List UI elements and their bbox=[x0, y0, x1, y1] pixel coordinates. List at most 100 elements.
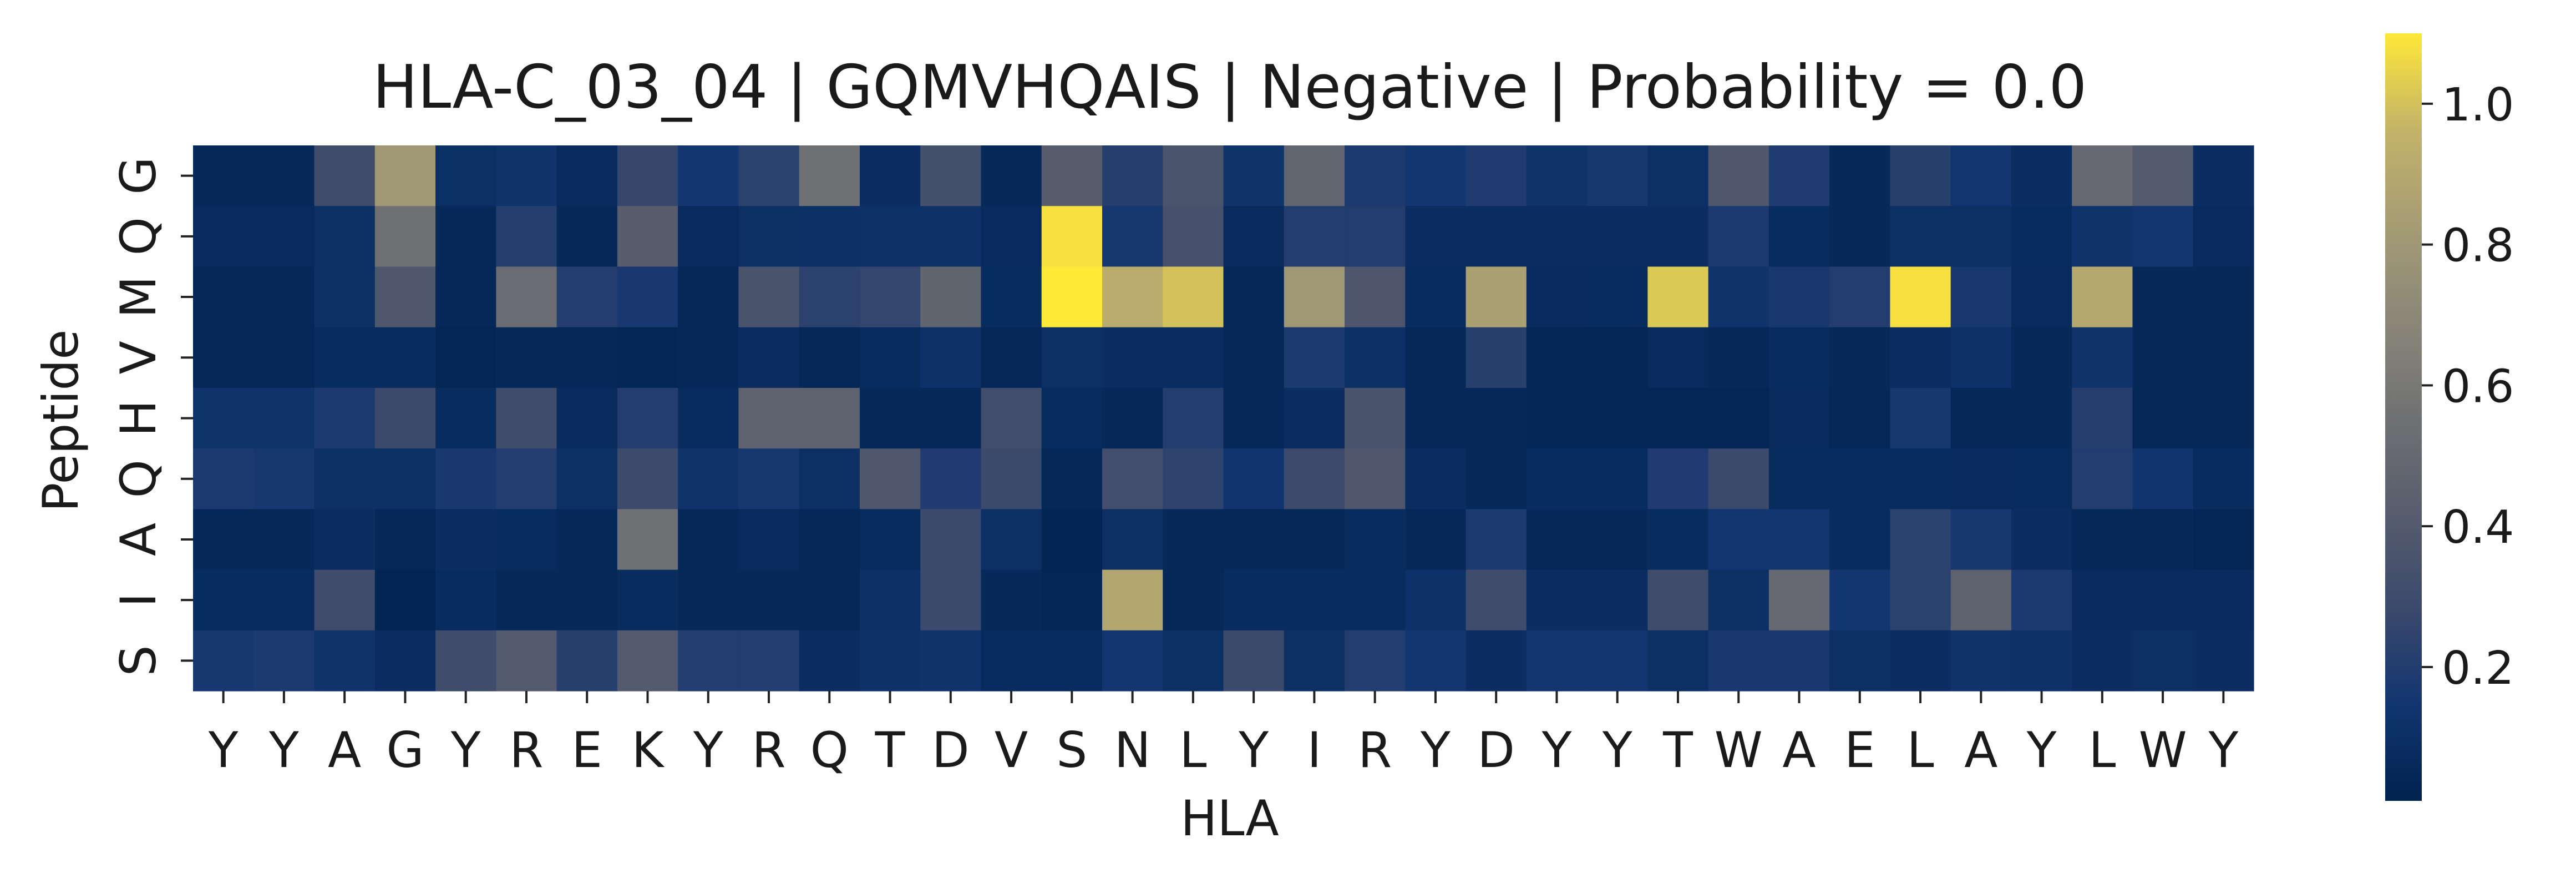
heatmap-cell bbox=[1526, 630, 1588, 692]
heatmap-cell bbox=[1345, 569, 1406, 631]
heatmap-cell bbox=[799, 206, 860, 268]
heatmap-cell bbox=[193, 145, 254, 206]
heatmap-cell bbox=[859, 630, 921, 692]
heatmap-cell bbox=[253, 387, 315, 449]
heatmap-cell bbox=[738, 509, 800, 571]
heatmap-cell bbox=[435, 206, 496, 268]
heatmap-cell bbox=[2011, 630, 2072, 692]
heatmap-cell bbox=[1466, 387, 1527, 449]
x-tick-label: Y bbox=[1602, 721, 1632, 779]
heatmap-cell bbox=[1829, 387, 1891, 449]
heatmap-cell bbox=[617, 206, 678, 268]
heatmap-cell bbox=[1345, 327, 1406, 388]
heatmap-cell bbox=[496, 206, 557, 268]
heatmap-cell bbox=[253, 266, 315, 328]
heatmap-cell bbox=[2132, 327, 2194, 388]
heatmap-cell bbox=[435, 630, 496, 692]
heatmap-cell bbox=[1768, 387, 1830, 449]
heatmap-cell bbox=[2011, 509, 2072, 571]
heatmap-cell bbox=[617, 387, 678, 449]
y-tick-label: V bbox=[110, 341, 167, 374]
colorbar-gradient bbox=[2385, 33, 2422, 801]
chart-title: HLA-C_03_04 | GQMVHQAIS | Negative | Pro… bbox=[373, 53, 2087, 122]
heatmap-cell bbox=[1526, 569, 1588, 631]
heatmap-cell bbox=[2132, 387, 2194, 449]
heatmap-cell bbox=[435, 569, 496, 631]
heatmap-cell bbox=[1163, 145, 1224, 206]
heatmap-cell bbox=[799, 145, 860, 206]
heatmap-cell bbox=[981, 509, 1042, 571]
heatmap-cell bbox=[496, 327, 557, 388]
heatmap-cell bbox=[2072, 569, 2133, 631]
y-axis-label: Peptide bbox=[32, 330, 89, 512]
y-axis: GQMVHQAIS bbox=[110, 157, 193, 676]
y-tick-label: M bbox=[110, 276, 167, 318]
heatmap-cell bbox=[1163, 630, 1224, 692]
x-tick-label: V bbox=[995, 721, 1028, 779]
heatmap-cell bbox=[799, 266, 860, 328]
heatmap-cell bbox=[253, 509, 315, 571]
heatmap-cell bbox=[1587, 448, 1648, 509]
heatmap-cell bbox=[799, 327, 860, 388]
heatmap-cell bbox=[2132, 266, 2194, 328]
heatmap-cell bbox=[1041, 387, 1103, 449]
heatmap-cell bbox=[1223, 145, 1285, 206]
heatmap-cell bbox=[1223, 327, 1285, 388]
heatmap-cell bbox=[1163, 569, 1224, 631]
heatmap-cell bbox=[2011, 448, 2072, 509]
heatmap-cell bbox=[1102, 387, 1163, 449]
heatmap-cell bbox=[435, 145, 496, 206]
heatmap-cell bbox=[1708, 569, 1769, 631]
heatmap-cell bbox=[374, 206, 436, 268]
heatmap-cell bbox=[1647, 509, 1709, 571]
heatmap-cell bbox=[2072, 145, 2133, 206]
heatmap-cell bbox=[1223, 509, 1285, 571]
heatmap-cell bbox=[2193, 145, 2254, 206]
heatmap-cell bbox=[738, 327, 800, 388]
heatmap-cell bbox=[1405, 327, 1467, 388]
heatmap-cell bbox=[1587, 145, 1648, 206]
x-tick-label: W bbox=[2139, 721, 2187, 779]
heatmap-cell bbox=[1223, 630, 1285, 692]
heatmap-cell bbox=[1466, 206, 1527, 268]
heatmap-cell bbox=[2011, 266, 2072, 328]
heatmap-cell bbox=[2132, 448, 2194, 509]
heatmap-cell bbox=[2072, 387, 2133, 449]
heatmap-cell bbox=[1647, 266, 1709, 328]
heatmap-cell bbox=[1466, 569, 1527, 631]
heatmap-cell bbox=[920, 509, 982, 571]
heatmap-cell bbox=[678, 509, 739, 571]
heatmap-cell bbox=[1829, 206, 1891, 268]
heatmap-cell bbox=[314, 145, 376, 206]
heatmap-cell bbox=[799, 569, 860, 631]
heatmap-cell bbox=[1708, 145, 1769, 206]
heatmap-cell bbox=[678, 327, 739, 388]
heatmap-cell bbox=[1708, 630, 1769, 692]
heatmap-cell bbox=[1587, 266, 1648, 328]
heatmap-cell bbox=[1950, 509, 2012, 571]
x-tick-label: Y bbox=[1420, 721, 1451, 779]
heatmap-cell bbox=[314, 509, 376, 571]
heatmap-cells bbox=[193, 145, 2254, 692]
x-tick-label: A bbox=[1782, 721, 1816, 779]
heatmap-cell bbox=[678, 448, 739, 509]
heatmap-cell bbox=[1284, 327, 1345, 388]
heatmap-cell bbox=[859, 509, 921, 571]
heatmap-cell bbox=[2193, 327, 2254, 388]
heatmap-cell bbox=[1647, 387, 1709, 449]
heatmap-cell bbox=[1768, 630, 1830, 692]
x-tick-label: R bbox=[509, 721, 543, 779]
y-tick-label: S bbox=[110, 645, 167, 676]
heatmap-cell bbox=[920, 387, 982, 449]
heatmap-cell bbox=[435, 387, 496, 449]
heatmap-cell bbox=[1829, 327, 1891, 388]
x-tick-label: G bbox=[386, 721, 424, 779]
heatmap-cell bbox=[2193, 387, 2254, 449]
heatmap-cell bbox=[1405, 509, 1467, 571]
heatmap-cell bbox=[920, 145, 982, 206]
heatmap-cell bbox=[374, 509, 436, 571]
heatmap-cell bbox=[1102, 448, 1163, 509]
heatmap-cell bbox=[1829, 630, 1891, 692]
heatmap-cell bbox=[1890, 145, 1951, 206]
heatmap-cell bbox=[1768, 206, 1830, 268]
